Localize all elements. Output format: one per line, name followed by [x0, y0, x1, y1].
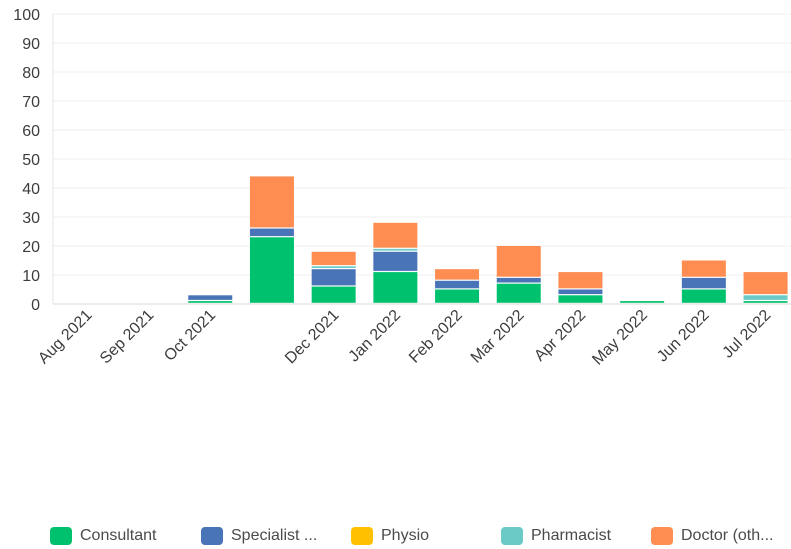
- x-tick-label: Jul 2022: [720, 307, 775, 362]
- legend: Consultant Specialist ... Physio Pharmac…: [0, 524, 791, 548]
- bar-segment[interactable]: [435, 280, 480, 289]
- legend-swatch-consultant: [50, 527, 72, 545]
- x-tick-label: Aug 2021: [35, 307, 96, 368]
- legend-item-specialist[interactable]: Specialist ...: [201, 524, 317, 548]
- y-axis: 0 10 20 30 40 50 60 70 80 90 100: [13, 7, 54, 314]
- y-tick-label: 100: [13, 7, 40, 24]
- legend-item-pharmacist[interactable]: Pharmacist: [501, 524, 611, 548]
- legend-label-consultant: Consultant: [80, 527, 157, 544]
- x-tick-label: Mar 2022: [468, 307, 528, 367]
- y-tick-label: 10: [22, 268, 40, 285]
- bar-segment[interactable]: [249, 176, 294, 228]
- legend-swatch-specialist: [201, 527, 223, 545]
- y-tick-label: 70: [22, 94, 40, 111]
- x-tick-label: Feb 2022: [406, 307, 466, 367]
- x-tick-label: Apr 2022: [531, 307, 589, 365]
- bar-segment[interactable]: [558, 295, 603, 303]
- y-tick-label: 30: [22, 210, 40, 227]
- y-tick-label: 0: [31, 297, 40, 314]
- y-tick-label: 50: [22, 152, 40, 169]
- bar-segment[interactable]: [496, 246, 541, 277]
- bar-segment[interactable]: [311, 286, 356, 303]
- bar-segment[interactable]: [743, 301, 788, 303]
- y-tick-label: 20: [22, 239, 40, 256]
- legend-swatch-physio: [351, 527, 373, 545]
- y-tick-label: 90: [22, 36, 40, 53]
- bar-segment[interactable]: [435, 269, 480, 280]
- legend-item-physio[interactable]: Physio: [351, 524, 429, 548]
- x-tick-label: Jan 2022: [346, 307, 405, 366]
- bar-segment[interactable]: [311, 251, 356, 266]
- bars: [188, 176, 788, 303]
- bar-segment[interactable]: [620, 301, 665, 303]
- legend-label-pharmacist: Pharmacist: [531, 527, 612, 544]
- bar-segment[interactable]: [373, 272, 418, 303]
- bar-segment[interactable]: [188, 301, 233, 303]
- bar-segment[interactable]: [496, 277, 541, 283]
- bar-segment[interactable]: [373, 248, 418, 251]
- x-tick-label: Dec 2021: [282, 307, 343, 368]
- y-tick-label: 60: [22, 123, 40, 140]
- x-tick-label: Oct 2021: [161, 307, 219, 365]
- bar-segment[interactable]: [496, 283, 541, 303]
- bar-segment[interactable]: [311, 269, 356, 286]
- legend-item-consultant[interactable]: Consultant: [50, 524, 157, 548]
- x-tick-label: May 2022: [589, 307, 651, 369]
- bar-segment[interactable]: [311, 266, 356, 268]
- bar-segment[interactable]: [188, 295, 233, 300]
- x-tick-label: Jun 2022: [654, 307, 713, 366]
- legend-label-specialist: Specialist ...: [231, 527, 318, 544]
- bar-segment[interactable]: [435, 289, 480, 303]
- x-axis: Aug 2021 Sep 2021 Oct 2021 Dec 2021 Jan 2022…: [35, 307, 774, 369]
- legend-swatch-doctor-other: [651, 527, 673, 545]
- bar-segment[interactable]: [681, 260, 726, 277]
- legend-item-doctor-other[interactable]: Doctor (oth...: [651, 524, 773, 548]
- bar-segment[interactable]: [743, 272, 788, 295]
- bar-segment[interactable]: [681, 277, 726, 289]
- y-tick-label: 40: [22, 181, 40, 198]
- bar-segment[interactable]: [681, 289, 726, 303]
- bar-segment[interactable]: [558, 289, 603, 295]
- bar-segment[interactable]: [249, 237, 294, 303]
- bar-segment[interactable]: [373, 251, 418, 271]
- x-tick-label: Sep 2021: [97, 307, 158, 368]
- gridlines: [53, 13, 791, 305]
- legend-label-doctor-other: Doctor (oth...: [681, 527, 774, 544]
- bar-segment[interactable]: [558, 272, 603, 289]
- bar-segment[interactable]: [743, 295, 788, 300]
- legend-label-physio: Physio: [381, 527, 430, 544]
- bar-segment[interactable]: [373, 222, 418, 248]
- y-tick-label: 80: [22, 65, 40, 82]
- legend-swatch-pharmacist: [501, 527, 523, 545]
- bar-segment[interactable]: [249, 228, 294, 237]
